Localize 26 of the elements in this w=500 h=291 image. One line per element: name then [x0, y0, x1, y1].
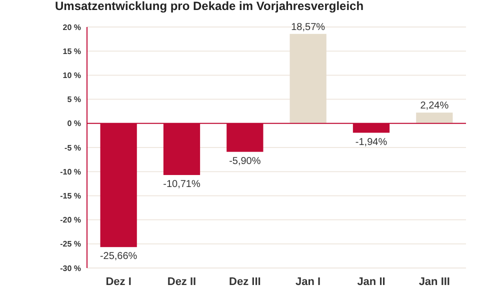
x-tick-label: Dez I [106, 276, 132, 288]
x-tick-label: Jan III [418, 276, 450, 288]
x-tick-label: Dez II [167, 276, 196, 288]
y-tick-label: 15 % [62, 46, 81, 56]
y-tick-label: -10 % [60, 167, 81, 176]
data-label: -5,90% [229, 156, 261, 167]
x-tick-label: Dez III [229, 276, 261, 288]
x-tick-label: Jan I [296, 276, 321, 288]
bar [290, 34, 326, 124]
data-label: 2,24% [420, 100, 449, 112]
y-tick-label: -25 % [60, 240, 81, 249]
chart-title: Umsatzentwicklung pro Dekade im Vorjahresvergleich [55, 0, 364, 13]
y-tick-label: 20 % [62, 22, 81, 32]
x-tick-label: Jan II [357, 276, 386, 288]
data-label: -25,66% [100, 251, 138, 262]
bar [416, 112, 453, 124]
y-tick-label: -5 % [64, 143, 81, 152]
data-label: -10,71% [163, 179, 200, 190]
y-tick-label: -20 % [60, 216, 81, 225]
y-tick-label: 5 % [67, 95, 81, 104]
y-tick-label: -15 % [60, 192, 81, 200]
y-tick-label: 10 % [62, 71, 81, 80]
y-tick-label: 0 % [67, 119, 81, 128]
data-label: -1,94% [355, 136, 388, 148]
y-tick-label: -30 % [60, 264, 81, 273]
data-label: 18,57% [291, 22, 326, 33]
